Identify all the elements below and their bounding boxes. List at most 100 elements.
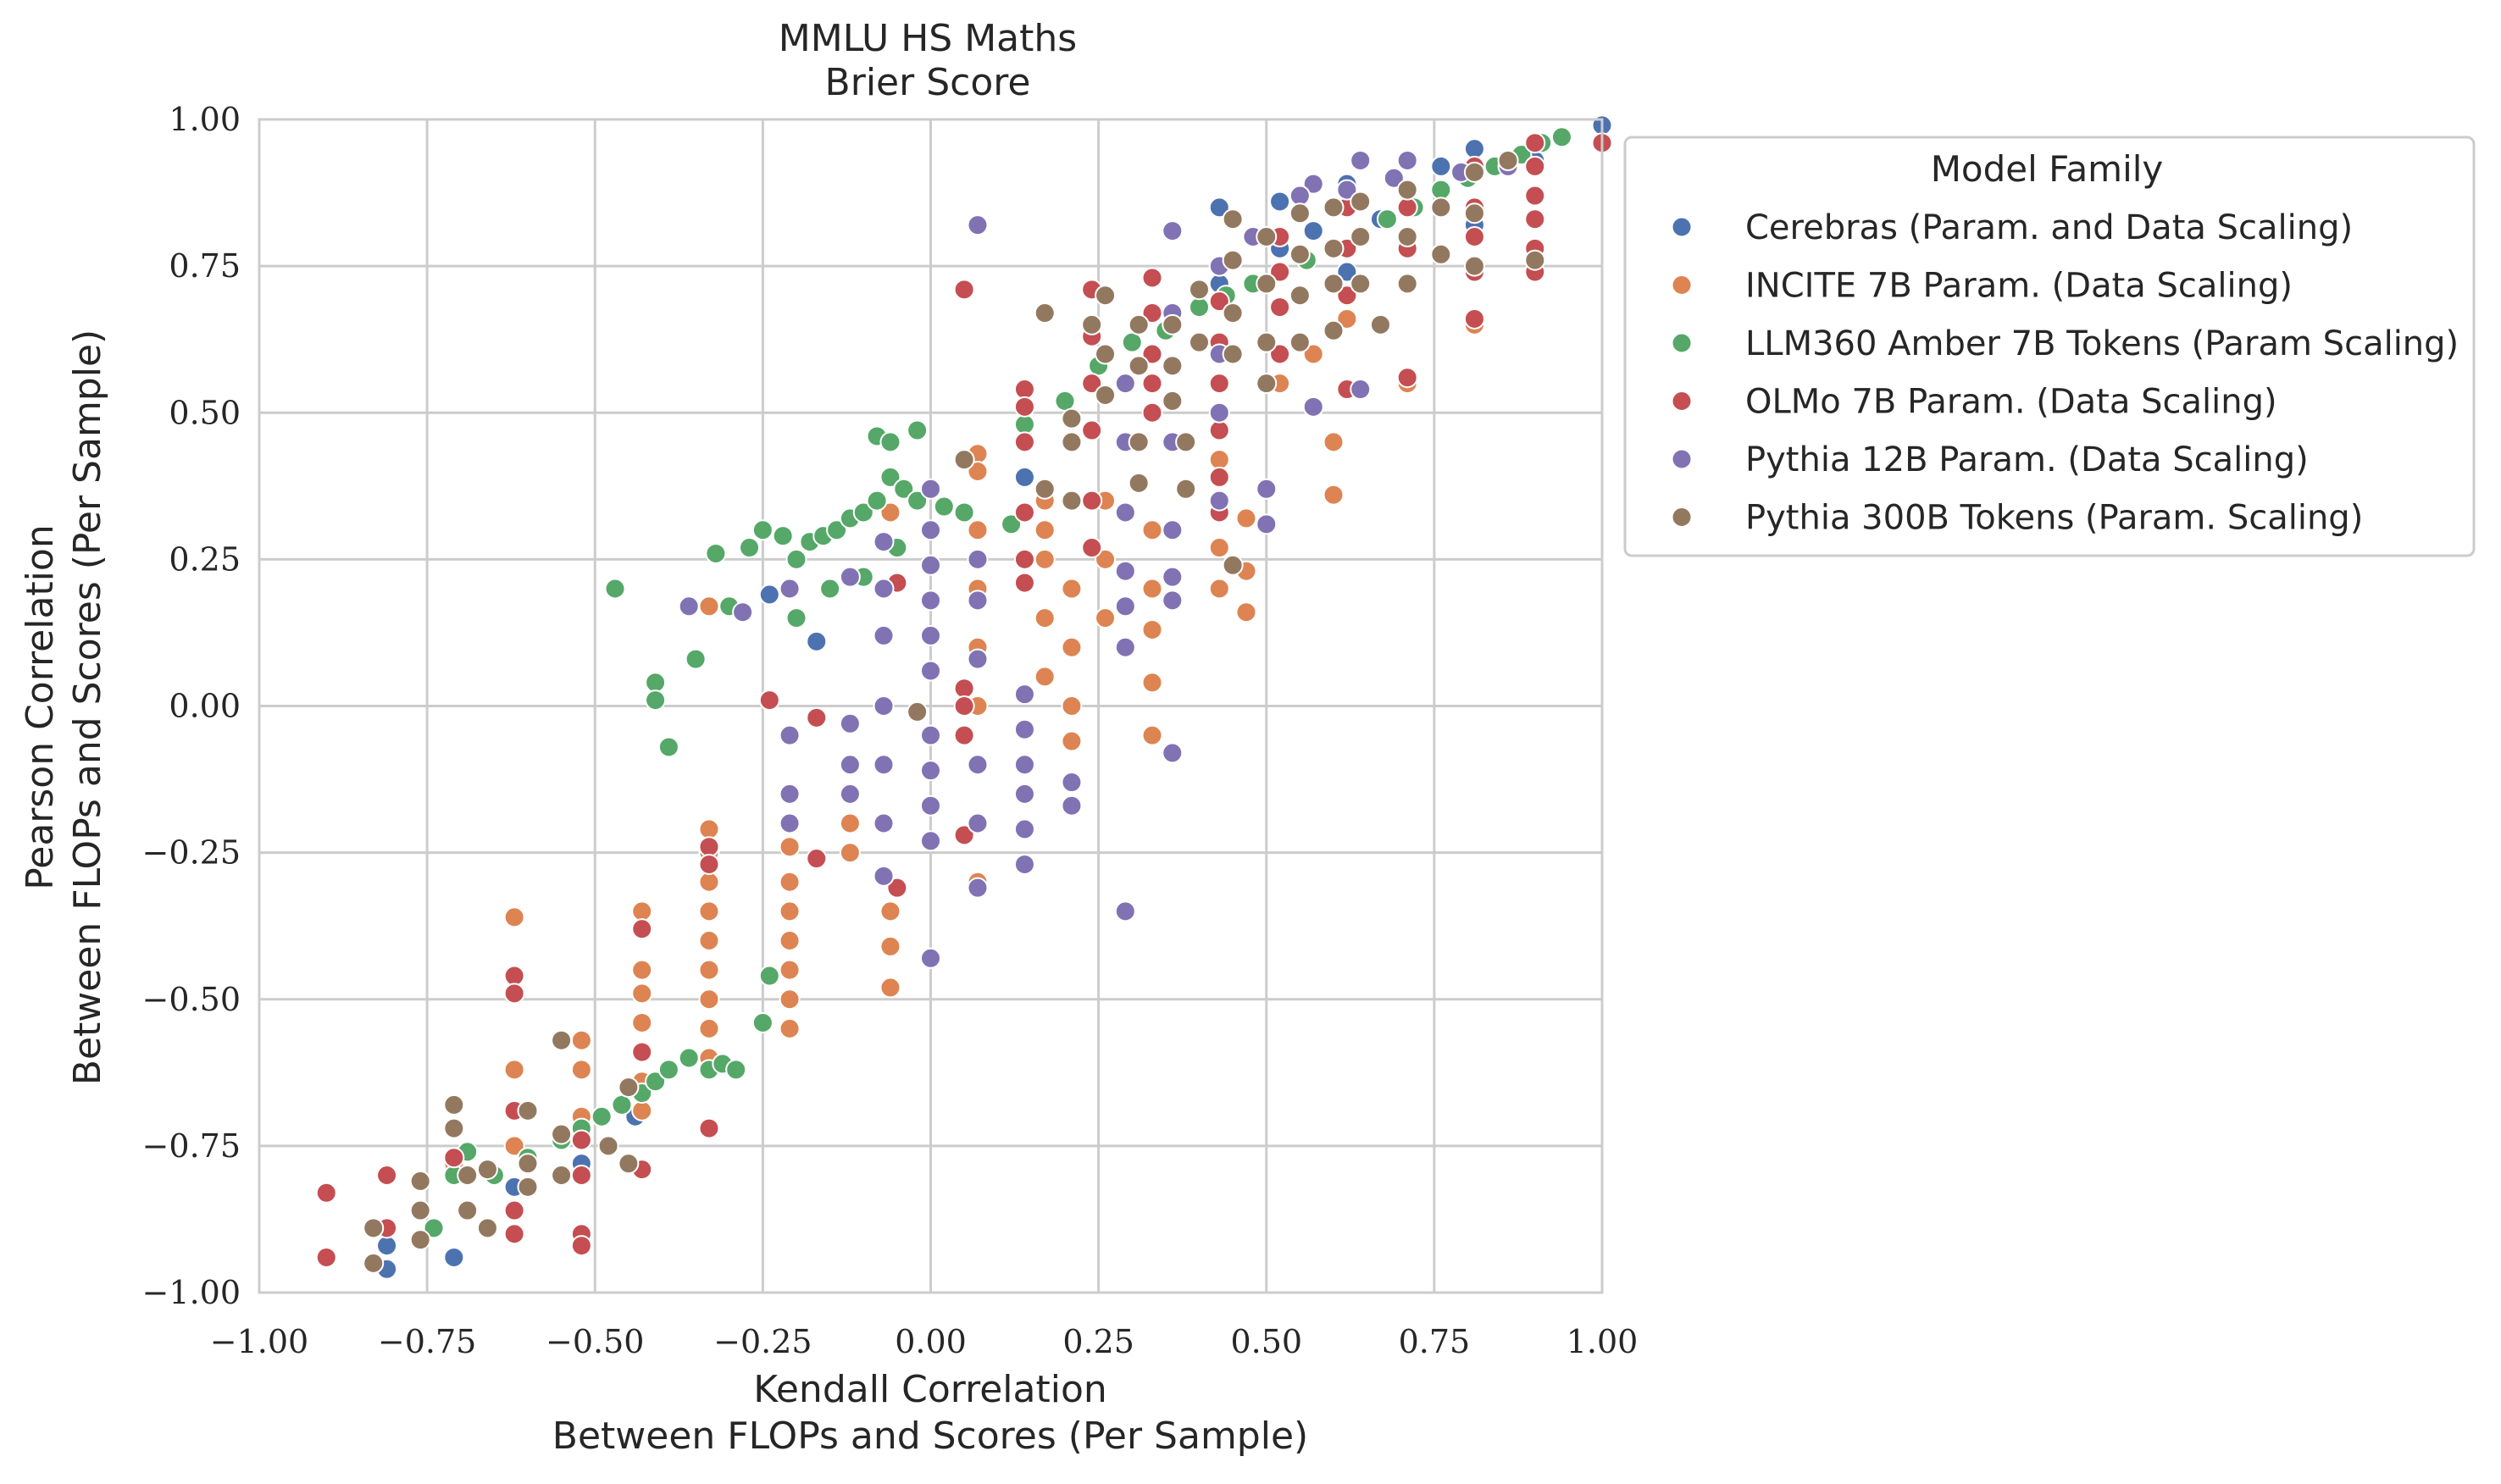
data-point (645, 672, 667, 694)
data-point (698, 900, 720, 922)
data-point (1162, 590, 1184, 612)
data-point (1396, 226, 1418, 247)
data-point (1034, 302, 1056, 324)
data-point (1430, 243, 1452, 265)
data-point (618, 1153, 640, 1175)
data-point (1463, 226, 1485, 247)
y-tick-label: −0.50 (142, 981, 241, 1018)
data-point (678, 595, 700, 617)
y-tick-label: −1.00 (142, 1274, 241, 1311)
legend-marker (1671, 332, 1693, 354)
x-tick-label: 1.00 (1567, 1323, 1639, 1360)
data-point (1463, 202, 1485, 224)
data-point (1128, 355, 1150, 377)
data-point (1061, 772, 1083, 794)
legend-label: INCITE 7B Param. (Data Scaling) (1745, 267, 2293, 306)
y-tick-label: −0.25 (142, 834, 241, 872)
data-point (1081, 490, 1103, 512)
data-point (920, 624, 941, 646)
data-point (1289, 285, 1311, 307)
data-point (1141, 373, 1163, 395)
data-point (315, 1182, 337, 1204)
data-point (1269, 191, 1291, 213)
data-point (779, 783, 801, 805)
data-point (631, 918, 653, 940)
data-point (1256, 273, 1278, 295)
x-tick-labels: −1.00 −0.75 −0.50 −0.25 0.00 0.25 0.50 0.75 1.00 (210, 1323, 1639, 1360)
data-point (779, 900, 801, 922)
data-point (1256, 513, 1278, 535)
data-point (967, 461, 989, 482)
data-point (645, 1071, 667, 1093)
data-point (953, 449, 975, 471)
data-point (476, 1159, 498, 1181)
data-point (1302, 343, 1324, 365)
data-point (920, 519, 941, 541)
data-point (1114, 636, 1136, 658)
data-point (739, 537, 761, 559)
legend-box (1623, 136, 2476, 557)
data-point (476, 1217, 498, 1239)
data-point (839, 566, 861, 588)
data-point (611, 1094, 633, 1116)
data-point (1034, 548, 1056, 570)
data-point (839, 712, 861, 734)
y-axis-label: Pearson Correlation (19, 524, 62, 889)
data-point (1323, 197, 1345, 219)
data-point (1061, 730, 1083, 752)
data-point (1336, 261, 1358, 283)
data-point (1323, 484, 1345, 506)
data-point (1128, 313, 1150, 335)
y-tick-labels: −1.00 −0.75 −0.50 −0.25 0.00 0.25 0.50 0.75 1.00 (142, 101, 241, 1311)
data-point (879, 977, 901, 999)
legend-marker (1671, 448, 1693, 470)
data-point (604, 578, 626, 600)
data-point (1336, 285, 1358, 307)
data-point (631, 900, 653, 922)
data-point (1430, 155, 1452, 177)
data-point (873, 695, 895, 717)
data-point (873, 531, 895, 553)
data-point (1141, 672, 1163, 694)
data-point (1208, 466, 1230, 488)
data-point (645, 689, 667, 712)
data-point (1061, 431, 1083, 453)
data-point (1013, 431, 1035, 453)
data-point (967, 214, 989, 236)
data-point (1121, 331, 1143, 353)
data-point (1289, 331, 1311, 353)
data-point (631, 1041, 653, 1063)
data-point (839, 842, 861, 864)
data-point (698, 836, 720, 858)
data-point (1141, 618, 1163, 640)
legend-label: Cerebras (Param. and Data Scaling) (1745, 208, 2353, 247)
data-point (1128, 431, 1150, 453)
data-point (806, 706, 828, 728)
x-tick-label: −0.50 (546, 1323, 644, 1360)
data-point (443, 1094, 465, 1116)
data-point (1034, 478, 1056, 500)
data-point (953, 279, 975, 301)
legend-label: OLMo 7B Param. (Data Scaling) (1745, 383, 2277, 422)
data-point (597, 1135, 619, 1157)
data-point (678, 1047, 700, 1069)
data-point (1061, 636, 1083, 658)
data-point (967, 754, 989, 776)
data-point (1013, 718, 1035, 740)
x-tick-label: 0.00 (895, 1323, 967, 1360)
x-axis-label-line2: Between FLOPs and Scores (Per Sample) (552, 1415, 1308, 1458)
data-point (1081, 419, 1103, 441)
data-point (1081, 313, 1103, 335)
data-point (698, 595, 720, 617)
x-axis-label: Kendall Correlation (753, 1368, 1107, 1411)
data-point (698, 853, 720, 875)
data-point (1396, 197, 1418, 219)
legend-marker (1671, 390, 1693, 412)
data-point (1141, 519, 1163, 541)
data-point (1524, 185, 1546, 207)
data-point (1323, 237, 1345, 259)
data-point (1222, 343, 1244, 365)
data-point (1463, 161, 1485, 183)
data-point (517, 1176, 539, 1198)
data-point (1463, 138, 1485, 160)
